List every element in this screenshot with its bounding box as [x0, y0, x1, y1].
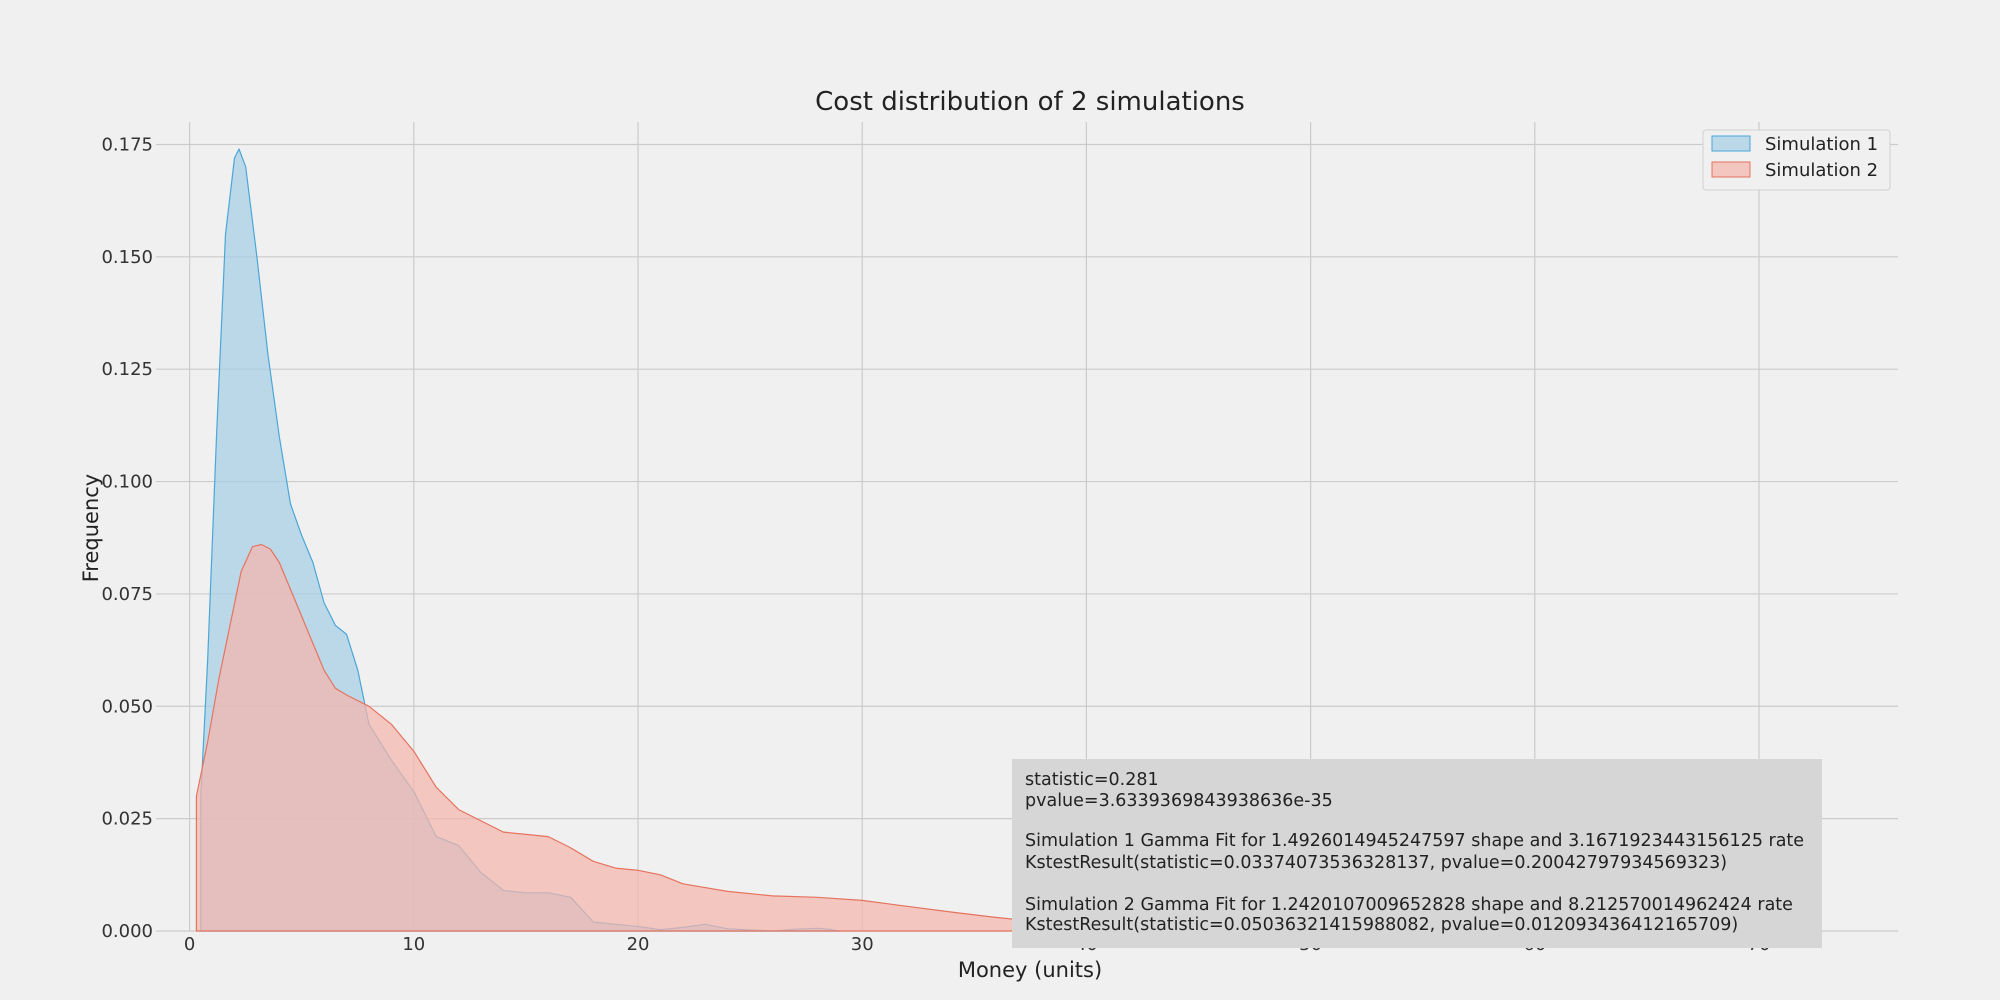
- y-tick-label: 0.025: [101, 809, 153, 830]
- x-axis-label: Money (units): [958, 958, 1102, 982]
- chart-title: Cost distribution of 2 simulations: [815, 87, 1245, 117]
- y-tick-label: 0.125: [101, 359, 153, 380]
- legend-swatch: [1711, 161, 1751, 178]
- stats-line: Simulation 1 Gamma Fit for 1.49260149452…: [1025, 831, 1804, 851]
- stats-line: KstestResult(statistic=0.050363214159880…: [1025, 915, 1738, 935]
- x-tick-label: 10: [402, 934, 425, 955]
- legend-swatch: [1711, 135, 1751, 152]
- x-tick-label: 20: [627, 934, 650, 955]
- x-tick-label: 30: [851, 934, 874, 955]
- x-tick-label: 0: [184, 934, 195, 955]
- y-axis-label: Frequency: [79, 474, 103, 583]
- y-tick-label: 0.175: [101, 134, 153, 155]
- legend-label: Simulation 2: [1765, 160, 1878, 181]
- y-tick-label: 0.000: [101, 921, 153, 942]
- series-area-2: [195, 543, 1424, 932]
- y-tick-label: 0.075: [101, 584, 153, 605]
- stats-line: KstestResult(statistic=0.033740735363281…: [1025, 853, 1727, 873]
- y-tick-label: 0.150: [101, 247, 153, 268]
- legend: Simulation 1 Simulation 2: [1702, 129, 1891, 191]
- y-tick-label: 0.100: [101, 472, 153, 493]
- stats-line: Simulation 2 Gamma Fit for 1.24201070096…: [1025, 895, 1793, 915]
- density-areas: [195, 148, 1424, 932]
- stats-box-background: [1012, 759, 1822, 948]
- stats-line: statistic=0.281: [1025, 770, 1159, 790]
- legend-label: Simulation 1: [1765, 134, 1878, 155]
- stats-box: statistic=0.281 pvalue=3.633936984393863…: [1012, 759, 1822, 948]
- stats-line: pvalue=3.6339369843938636e-35: [1025, 791, 1333, 811]
- y-tick-label: 0.050: [101, 696, 153, 717]
